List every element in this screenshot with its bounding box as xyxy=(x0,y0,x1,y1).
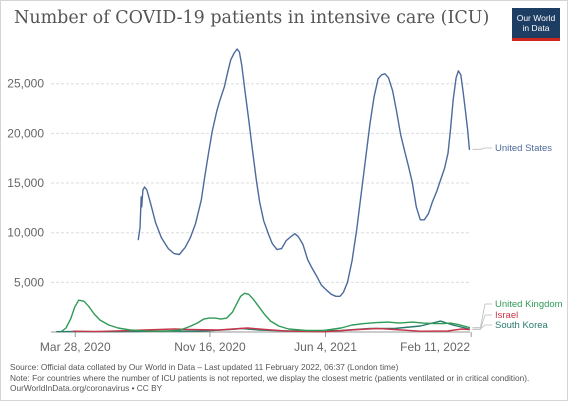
methodology-note: Note: For countries where the number of … xyxy=(10,372,530,383)
label-leader-line xyxy=(472,314,492,330)
x-tick-label: Jun 4, 2021 xyxy=(294,340,357,354)
y-tick-label: 15,000 xyxy=(7,176,44,190)
logo-line-2: in Data xyxy=(522,23,550,33)
y-axis-ticks: 5,000 10,000 15,000 20,000 25,000 xyxy=(7,77,44,290)
credit-note[interactable]: OurWorldInData.org/coronavirus • CC BY xyxy=(10,383,163,393)
label-leader-line xyxy=(472,324,492,330)
series-line-united-states[interactable] xyxy=(137,48,471,297)
y-tick-label: 5,000 xyxy=(14,275,44,289)
y-tick-label: 25,000 xyxy=(7,77,44,91)
label-leader-line xyxy=(472,303,492,328)
series-label-south-korea[interactable]: South Korea xyxy=(495,320,549,331)
y-tick-label: 20,000 xyxy=(7,126,44,140)
owid-logo[interactable]: Our World in Data xyxy=(512,8,560,41)
line-chart: 5,000 10,000 15,000 20,000 25,000 Mar 28, 20… xyxy=(7,48,563,354)
logo-line-1: Our World xyxy=(516,13,556,23)
series-label-united-states[interactable]: United States xyxy=(495,143,552,154)
gridlines xyxy=(51,83,470,283)
label-leader-line xyxy=(472,147,492,150)
series-label-united-kingdom[interactable]: United Kingdom xyxy=(495,299,563,310)
chart-footer: Source: Official data collated by Our Wo… xyxy=(10,362,562,394)
x-tick-label: Nov 16, 2020 xyxy=(174,340,246,354)
y-tick-label: 10,000 xyxy=(7,226,44,240)
chart-title: Number of COVID-19 patients in intensive… xyxy=(14,8,490,28)
x-tick-label: Feb 11, 2022 xyxy=(400,340,470,354)
series-line-united-kingdom[interactable] xyxy=(61,292,471,332)
x-tick-label: Mar 28, 2020 xyxy=(40,340,111,354)
series-label-israel[interactable]: Israel xyxy=(495,310,518,321)
x-axis: Mar 28, 2020 Nov 16, 2020 Jun 4, 2021 Feb 1… xyxy=(40,331,472,354)
series-lines xyxy=(56,48,471,333)
source-note: Source: Official data collated by Our Wo… xyxy=(10,362,399,372)
series-line-israel[interactable] xyxy=(72,327,471,333)
